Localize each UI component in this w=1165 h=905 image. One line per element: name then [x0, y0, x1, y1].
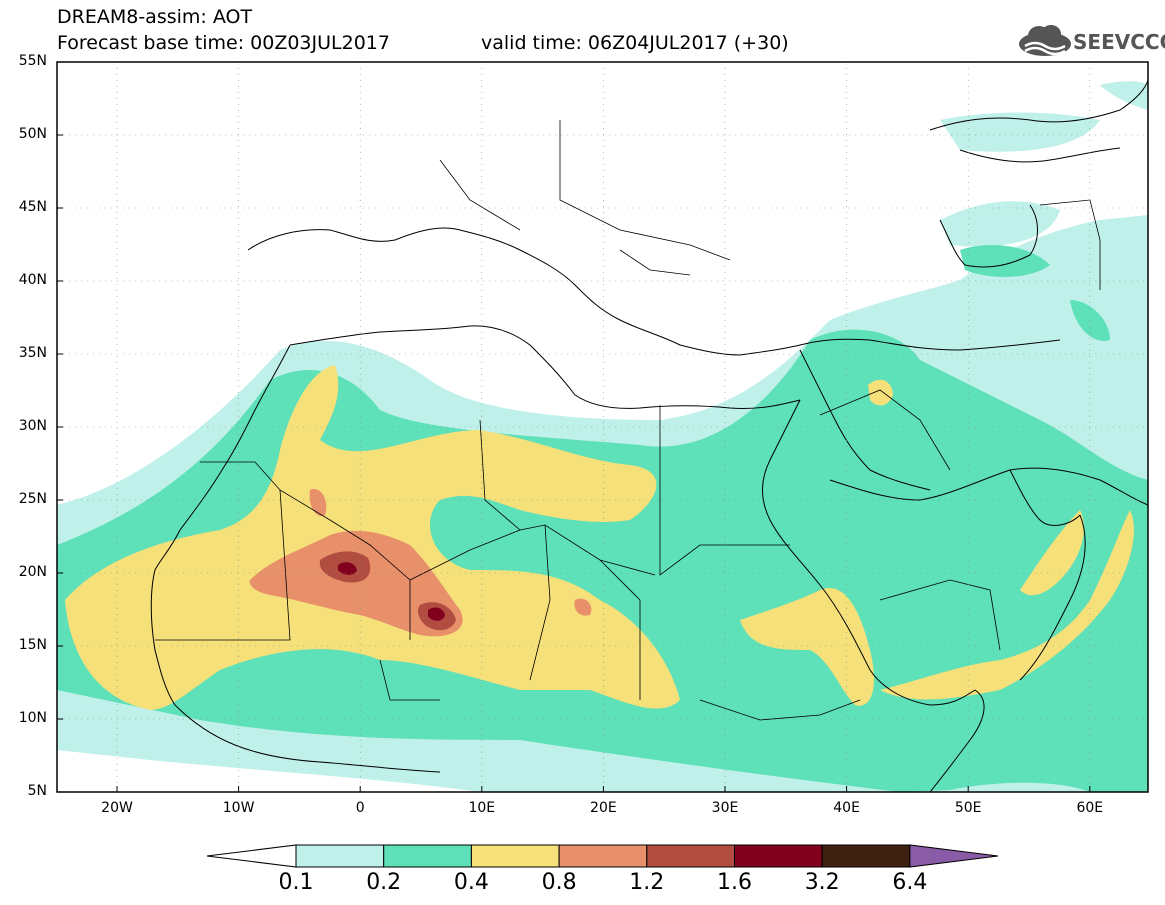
- axis-ticks: [57, 61, 1091, 793]
- cloud-icon: [1019, 25, 1071, 56]
- lat-label: 35N: [18, 345, 47, 361]
- colorbar-max-arrow: [909, 844, 998, 868]
- aot-contour-1-6: [338, 562, 445, 621]
- logo-text: SEEVCCC: [1073, 30, 1165, 54]
- colorbar-swatch: [470, 844, 560, 868]
- forecast-base-time: Forecast base time: 00Z03JUL2017: [57, 32, 390, 54]
- colorbar-swatch: [734, 844, 823, 868]
- colorbar-label: 1.2: [629, 870, 665, 895]
- colorbar-label: 0.4: [453, 870, 489, 895]
- colorbar-label: 1.6: [717, 870, 752, 895]
- lat-label: 40N: [18, 272, 47, 288]
- colorbar-label: 3.2: [804, 870, 840, 895]
- lon-label: 20W: [101, 800, 133, 816]
- lon-label: 60E: [1076, 800, 1104, 816]
- coastlines: [150, 79, 1148, 792]
- lat-label: 20N: [18, 564, 47, 580]
- valid-time: valid time: 06Z04JUL2017 (+30): [481, 32, 789, 54]
- aot-contour-0-8: [249, 489, 592, 637]
- lon-label: 10W: [222, 800, 255, 816]
- colorbar-label: 6.4: [892, 870, 928, 895]
- lat-label: 45N: [18, 199, 47, 215]
- lat-label: 25N: [18, 491, 47, 507]
- lat-label: 55N: [18, 53, 47, 69]
- lon-label: 10E: [468, 800, 496, 816]
- seevccc-logo: SEEVCCC: [1017, 24, 1165, 58]
- lat-label: 50N: [18, 126, 47, 142]
- lat-label: 5N: [27, 783, 47, 799]
- colorbar-label: 0.8: [541, 870, 577, 895]
- colorbar: [206, 844, 998, 868]
- lat-label: 30N: [18, 418, 47, 434]
- colorbar-label: 0.2: [366, 870, 402, 895]
- colorbar-swatch: [821, 844, 911, 868]
- lat-label: 15N: [18, 637, 47, 653]
- lon-label: 20E: [590, 800, 617, 816]
- lon-label: 40E: [833, 800, 860, 816]
- colorbar-label: 0.1: [278, 870, 314, 895]
- lon-label: 50E: [954, 800, 982, 816]
- colorbar-swatch: [383, 844, 472, 868]
- product-title: DREAM8-assim: AOT: [57, 6, 253, 28]
- lat-label: 10N: [18, 710, 47, 726]
- colorbar-swatch: [295, 844, 385, 868]
- lon-label: 0: [355, 800, 365, 816]
- lon-label: 30E: [711, 800, 739, 816]
- colorbar-min-arrow: [206, 844, 297, 868]
- colorbar-swatch: [558, 844, 648, 868]
- colorbar-swatch: [646, 844, 735, 868]
